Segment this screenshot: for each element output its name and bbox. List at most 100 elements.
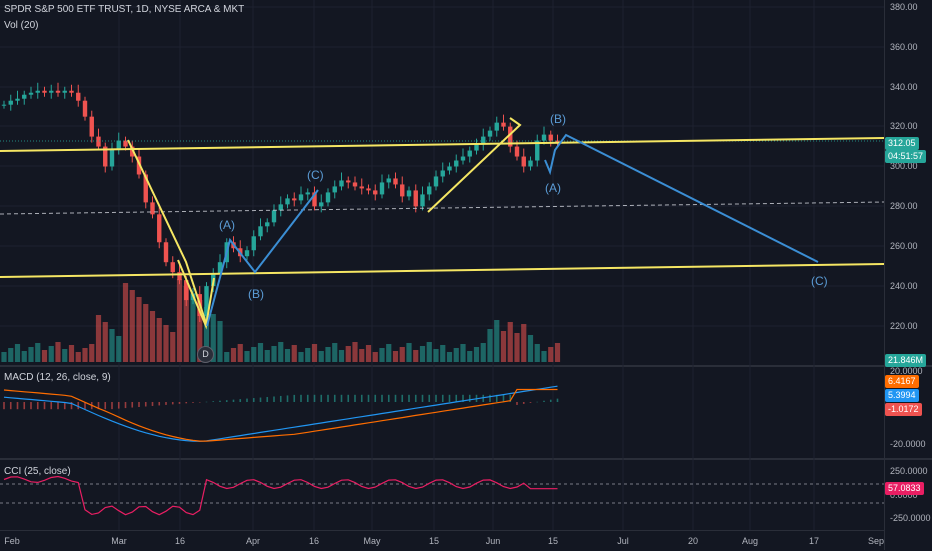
wave-label-a1: (A) <box>219 218 235 232</box>
candle-body <box>123 140 128 147</box>
macd-hist-bar <box>522 402 525 404</box>
macd-hist-bar <box>16 402 19 410</box>
macd-hist-bar <box>57 402 59 410</box>
macd-hist-bar <box>212 401 215 402</box>
macd-hist-bar <box>448 394 451 402</box>
cci-legend[interactable]: CCI (25, close) <box>4 466 71 477</box>
macd-hist-bar <box>3 402 5 410</box>
symbol-title[interactable]: SPDR S&P 500 ETF TRUST, 1D, NYSE ARCA & … <box>4 4 245 15</box>
macd-hist-bar <box>468 394 471 402</box>
candle-body <box>386 178 391 183</box>
macd-hist-bar <box>286 395 289 402</box>
macd-hist-bar <box>556 398 559 402</box>
candle-body <box>433 176 439 187</box>
volume-tag: 21.846M <box>885 354 927 367</box>
macd-hist-bar <box>219 400 221 402</box>
macd-hist-bar <box>414 394 417 402</box>
price-tick: 300.00 <box>890 161 918 171</box>
candle-body <box>487 130 493 137</box>
macd-hist-bar <box>320 394 323 402</box>
candle-body <box>521 156 526 167</box>
price-axis[interactable] <box>884 0 932 550</box>
wave-blue-1 <box>206 189 319 327</box>
candle-body <box>474 144 479 151</box>
macd-hist-bar <box>63 402 66 410</box>
macd-hist-bar <box>300 394 302 402</box>
time-axis[interactable]: Feb Mar 16 Apr 16 May 15 Jun 15 Jul 20 A… <box>0 530 884 551</box>
pane-separator[interactable] <box>0 458 932 460</box>
candle-body <box>312 192 317 207</box>
candle-body <box>184 280 189 301</box>
macd-hist-bar <box>158 402 161 406</box>
volume-bar <box>82 348 88 362</box>
signal-value-tag: 5.3994 <box>885 389 919 402</box>
candle-body <box>366 188 371 191</box>
candle-body <box>346 180 351 183</box>
price-tick: 360.00 <box>890 42 918 52</box>
volume-bar <box>244 351 250 362</box>
volume-bar <box>62 349 68 362</box>
macd-legend[interactable]: MACD (12, 26, close, 9) <box>4 372 111 383</box>
macd-hist-bar <box>97 402 100 410</box>
candle-body <box>265 222 270 227</box>
chart-canvas[interactable] <box>0 0 884 530</box>
macd-hist-bar <box>381 394 383 402</box>
macd-hist-bar <box>165 402 167 405</box>
volume-bar <box>41 350 48 362</box>
volume-bar <box>521 324 527 362</box>
macd-hist-bar <box>266 397 269 402</box>
volume-bar <box>345 346 351 362</box>
time-tick: Jul <box>617 536 629 546</box>
volume-bar <box>75 352 81 362</box>
volume-bar <box>95 315 102 362</box>
macd-hist-bar <box>30 402 32 410</box>
candle-body <box>373 190 378 195</box>
volume-bar <box>237 344 243 362</box>
pane-separator[interactable] <box>0 365 932 367</box>
macd-hist-bar <box>306 394 309 402</box>
candle-body <box>548 134 553 141</box>
volume-bar <box>284 349 291 362</box>
time-tick: Mar <box>111 536 127 546</box>
macd-hist-bar <box>9 402 12 410</box>
volume-bar <box>224 352 230 362</box>
macd-value-tag: 6.4167 <box>885 375 919 388</box>
candle-body <box>555 140 560 143</box>
volume-bar <box>8 348 14 362</box>
macd-hist-bar <box>23 402 26 410</box>
volume-bar <box>305 348 311 362</box>
macd-hist-bar <box>509 394 512 402</box>
volume-bar <box>399 347 405 362</box>
dividend-badge[interactable]: D <box>197 346 214 363</box>
candle-body <box>319 202 324 207</box>
signal-line <box>3 388 558 442</box>
volume-bar <box>203 307 210 362</box>
macd-hist-bar <box>360 394 363 402</box>
volume-bar <box>446 352 453 362</box>
macd-hist-bar <box>273 396 275 402</box>
time-tick: Sep <box>867 536 885 546</box>
candle-body <box>204 286 209 317</box>
macd-hist-bar <box>428 394 431 402</box>
volume-bar <box>136 297 142 362</box>
volume-bar <box>534 344 540 362</box>
candle-body <box>150 202 155 215</box>
candle-body <box>143 174 148 203</box>
time-tick: Aug <box>741 536 759 546</box>
macd-hist-bar <box>455 394 458 402</box>
candle-body <box>163 242 169 263</box>
volume-bar <box>548 347 554 362</box>
macd-tick: -20.0000 <box>890 439 926 449</box>
time-tick: 15 <box>428 536 440 546</box>
macd-hist-bar <box>549 399 552 402</box>
macd-hist-bar <box>536 401 539 403</box>
volume-bar <box>143 304 149 362</box>
macd-hist-bar <box>354 394 356 402</box>
price-tick: 240.00 <box>890 281 918 291</box>
macd-hist-bar <box>43 402 46 410</box>
volume-bar <box>264 350 270 362</box>
candle-body <box>379 182 385 195</box>
volume-legend[interactable]: Vol (20) <box>4 20 39 31</box>
wave-blue-2 <box>544 133 819 263</box>
macd-hist-bar <box>232 399 235 402</box>
